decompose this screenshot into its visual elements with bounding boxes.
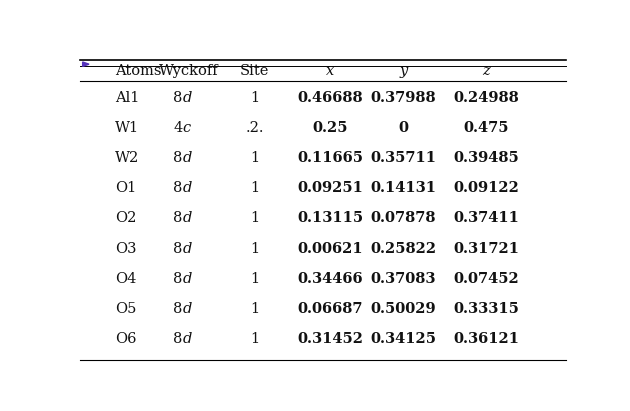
Text: 8: 8 <box>173 212 183 226</box>
Text: 1: 1 <box>250 332 259 346</box>
Text: 0.24988: 0.24988 <box>454 91 519 105</box>
Text: 0.35711: 0.35711 <box>370 151 437 165</box>
Text: O3: O3 <box>115 242 137 256</box>
Text: Site: Site <box>240 64 269 78</box>
Text: 8: 8 <box>173 272 183 286</box>
Text: 0.07452: 0.07452 <box>454 272 519 286</box>
Text: 0.50029: 0.50029 <box>370 302 436 316</box>
Text: 0.14131: 0.14131 <box>370 181 437 195</box>
Text: d: d <box>183 242 192 256</box>
Text: O2: O2 <box>115 212 137 226</box>
Text: 0.39485: 0.39485 <box>454 151 519 165</box>
Text: Atoms: Atoms <box>115 64 162 78</box>
Text: Wyckoff: Wyckoff <box>159 64 219 78</box>
Text: 0.37988: 0.37988 <box>370 91 436 105</box>
Text: 0.37411: 0.37411 <box>454 212 519 226</box>
Text: 0.31452: 0.31452 <box>297 332 364 346</box>
Text: x: x <box>326 64 335 78</box>
Text: 8: 8 <box>173 332 183 346</box>
Text: 0.475: 0.475 <box>464 121 509 135</box>
Text: 0.25822: 0.25822 <box>370 242 437 256</box>
Text: 0.36121: 0.36121 <box>454 332 520 346</box>
Text: Al1: Al1 <box>115 91 140 105</box>
Text: 8: 8 <box>173 151 183 165</box>
Text: O6: O6 <box>115 332 137 346</box>
Text: 0.09122: 0.09122 <box>454 181 519 195</box>
Text: 1: 1 <box>250 91 259 105</box>
Text: y: y <box>399 64 408 78</box>
Text: c: c <box>183 121 191 135</box>
Text: 1: 1 <box>250 151 259 165</box>
Text: 4: 4 <box>173 121 183 135</box>
Text: W1: W1 <box>115 121 139 135</box>
Text: 0.06687: 0.06687 <box>297 302 363 316</box>
Text: 1: 1 <box>250 242 259 256</box>
Text: O4: O4 <box>115 272 137 286</box>
Text: d: d <box>183 91 192 105</box>
Text: 0.37083: 0.37083 <box>370 272 436 286</box>
Text: O1: O1 <box>115 181 137 195</box>
Text: 0.34466: 0.34466 <box>297 272 363 286</box>
Text: 1: 1 <box>250 302 259 316</box>
Text: d: d <box>183 212 192 226</box>
Text: d: d <box>183 181 192 195</box>
Text: 8: 8 <box>173 302 183 316</box>
Text: 8: 8 <box>173 242 183 256</box>
Text: 0.00621: 0.00621 <box>297 242 363 256</box>
Text: 1: 1 <box>250 272 259 286</box>
Text: d: d <box>183 151 192 165</box>
Text: 0.46688: 0.46688 <box>297 91 363 105</box>
Text: 8: 8 <box>173 91 183 105</box>
Text: 0.25: 0.25 <box>312 121 348 135</box>
Text: z: z <box>483 64 490 78</box>
Text: d: d <box>183 302 192 316</box>
Text: 0.13115: 0.13115 <box>297 212 364 226</box>
Text: d: d <box>183 272 192 286</box>
Text: 0.09251: 0.09251 <box>297 181 363 195</box>
Text: 1: 1 <box>250 212 259 226</box>
Text: 0: 0 <box>398 121 408 135</box>
Text: 0.31721: 0.31721 <box>454 242 520 256</box>
Text: .2.: .2. <box>245 121 264 135</box>
Text: 0.07878: 0.07878 <box>370 212 436 226</box>
Text: 1: 1 <box>250 181 259 195</box>
Text: O5: O5 <box>115 302 137 316</box>
Polygon shape <box>83 62 89 67</box>
Text: d: d <box>183 332 192 346</box>
Text: 0.33315: 0.33315 <box>454 302 519 316</box>
Text: 0.11665: 0.11665 <box>297 151 364 165</box>
Text: W2: W2 <box>115 151 140 165</box>
Text: 8: 8 <box>173 181 183 195</box>
Text: 0.34125: 0.34125 <box>370 332 437 346</box>
